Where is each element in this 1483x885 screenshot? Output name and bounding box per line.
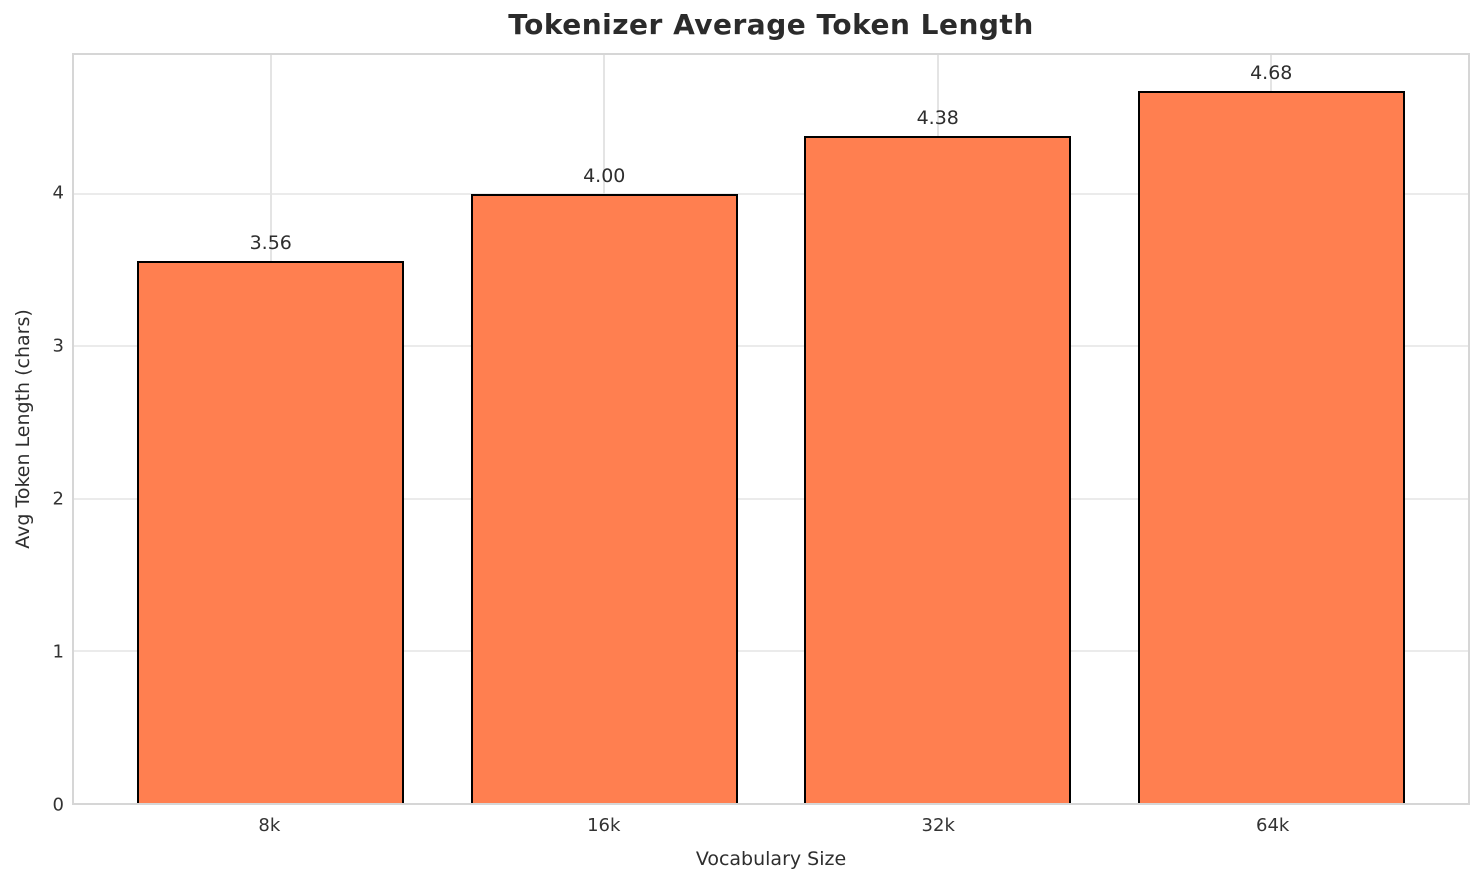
bar-64k <box>1137 90 1405 803</box>
y-tick-label: 0 <box>52 794 64 816</box>
y-gridline <box>74 497 1468 500</box>
y-gridline <box>74 345 1468 348</box>
y-tick-label: 4 <box>52 182 64 204</box>
x-tick-label-32k: 32k <box>921 815 955 836</box>
y-gridline <box>74 649 1468 652</box>
x-tick-label-64k: 64k <box>1256 815 1290 836</box>
x-tick-label-16k: 16k <box>587 815 621 836</box>
bar-32k <box>804 136 1072 803</box>
plot-area: 3.56 4.00 4.38 4.68 <box>72 53 1470 805</box>
y-gridline <box>74 193 1468 196</box>
y-tick-label: 3 <box>52 335 64 357</box>
bar-16k <box>470 194 738 803</box>
y-tick-label: 1 <box>52 641 64 663</box>
bar-8k <box>137 261 405 803</box>
bar-value-label: 3.56 <box>249 232 292 255</box>
y-tick-label: 2 <box>52 488 64 510</box>
bar-value-label: 4.00 <box>583 165 626 188</box>
chart-title: Tokenizer Average Token Length <box>508 8 1034 41</box>
bar-value-label: 4.38 <box>916 107 959 130</box>
y-axis-label: Avg Token Length (chars) <box>12 309 34 549</box>
bar-value-label: 4.68 <box>1250 61 1293 84</box>
x-axis-label: Vocabulary Size <box>695 848 847 870</box>
x-tick-label-8k: 8k <box>258 815 281 836</box>
